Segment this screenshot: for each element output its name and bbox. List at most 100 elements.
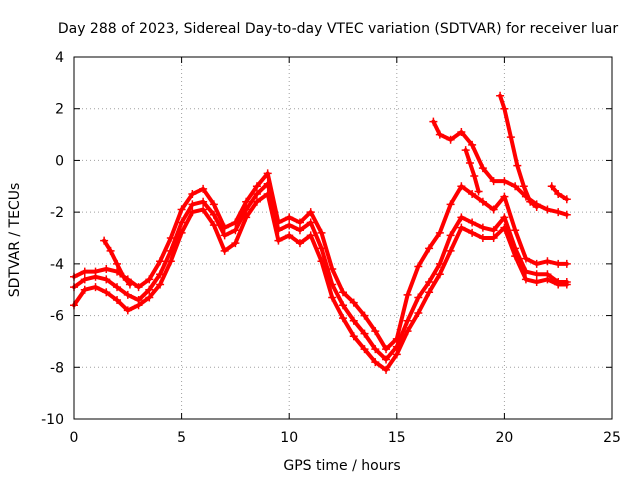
- data-point: [317, 257, 326, 266]
- data-point: [511, 182, 520, 191]
- data-point: [156, 257, 165, 266]
- data-point: [532, 202, 541, 211]
- data-point: [478, 164, 487, 173]
- data-point: [156, 280, 165, 289]
- data-point: [371, 358, 380, 367]
- data-point: [543, 257, 552, 266]
- data-point: [242, 197, 251, 206]
- data-point: [446, 200, 455, 209]
- x-tick-label: 15: [388, 430, 406, 446]
- data-point: [285, 231, 294, 240]
- data-point: [123, 290, 132, 299]
- data-point: [562, 210, 571, 219]
- x-tick-label: 20: [495, 430, 513, 446]
- data-point: [446, 246, 455, 255]
- data-point: [500, 223, 509, 232]
- data-point: [295, 226, 304, 235]
- data-point: [263, 169, 272, 178]
- data-point: [360, 311, 369, 320]
- y-tick-label: 0: [55, 153, 64, 169]
- data-point: [511, 226, 520, 235]
- data-point: [102, 288, 111, 297]
- data-point: [500, 192, 509, 201]
- data-point: [489, 226, 498, 235]
- data-point: [80, 275, 89, 284]
- data-point: [511, 252, 520, 261]
- data-point: [231, 226, 240, 235]
- data-point: [317, 228, 326, 237]
- data-point: [145, 293, 154, 302]
- data-point: [403, 316, 412, 325]
- data-point: [371, 345, 380, 354]
- data-point: [306, 231, 315, 240]
- data-point: [554, 208, 563, 217]
- data-point: [513, 161, 522, 170]
- data-point: [478, 197, 487, 206]
- data-point: [382, 355, 391, 364]
- data-point: [562, 280, 571, 289]
- data-point: [382, 365, 391, 374]
- y-tick-label: 2: [55, 102, 64, 118]
- data-point: [446, 231, 455, 240]
- data-point: [554, 280, 563, 289]
- data-point: [252, 182, 261, 191]
- data-point: [478, 234, 487, 242]
- data-point: [532, 270, 541, 279]
- data-point: [382, 345, 391, 354]
- data-point: [80, 285, 89, 294]
- data-point: [100, 236, 109, 245]
- data-point: [188, 190, 197, 199]
- series-track-a: [70, 169, 571, 354]
- data-point: [306, 208, 315, 217]
- data-point: [521, 275, 530, 284]
- data-point: [425, 277, 434, 286]
- data-point: [220, 246, 229, 255]
- data-point: [446, 135, 455, 144]
- plot-frame: [73, 56, 613, 420]
- data-point: [478, 223, 487, 232]
- data-point: [500, 177, 509, 186]
- data-point: [263, 179, 272, 188]
- y-tick-label: -8: [50, 360, 64, 376]
- data-point: [145, 285, 154, 294]
- data-point: [474, 187, 483, 196]
- x-tick-label: 5: [177, 430, 186, 446]
- data-point: [134, 283, 143, 292]
- data-point: [489, 234, 498, 242]
- data-point: [209, 210, 218, 219]
- data-point: [468, 140, 477, 149]
- axis-ticks: 0 5 10 15 20 25 -10 -8 -6 -4 -2 0 2 4: [41, 50, 621, 446]
- data-point: [521, 254, 530, 263]
- data-point: [457, 127, 466, 136]
- data-series: [70, 91, 571, 374]
- data-point: [166, 234, 175, 242]
- data-point: [199, 205, 208, 214]
- y-tick-label: -4: [50, 257, 64, 273]
- data-point: [125, 280, 134, 289]
- data-point: [349, 332, 358, 341]
- data-point: [532, 259, 541, 268]
- data-point: [166, 257, 175, 266]
- data-point: [285, 213, 294, 222]
- data-point: [113, 283, 122, 292]
- data-point: [519, 182, 528, 191]
- data-point: [220, 231, 229, 240]
- y-tick-label: 4: [55, 50, 64, 66]
- data-point: [91, 272, 100, 281]
- data-point: [547, 182, 556, 191]
- chart-title: Day 288 of 2023, Sidereal Day-to-day VTE…: [58, 21, 619, 37]
- data-point: [532, 277, 541, 286]
- data-point: [457, 182, 466, 191]
- data-point: [317, 244, 326, 253]
- series-track-c: [70, 190, 571, 374]
- data-point: [500, 213, 509, 222]
- data-point: [554, 190, 563, 199]
- data-point: [468, 228, 477, 237]
- data-point: [403, 327, 412, 336]
- data-point: [429, 117, 438, 126]
- data-point: [457, 223, 466, 232]
- data-point: [123, 306, 132, 315]
- data-point: [177, 218, 186, 227]
- data-point: [328, 293, 337, 302]
